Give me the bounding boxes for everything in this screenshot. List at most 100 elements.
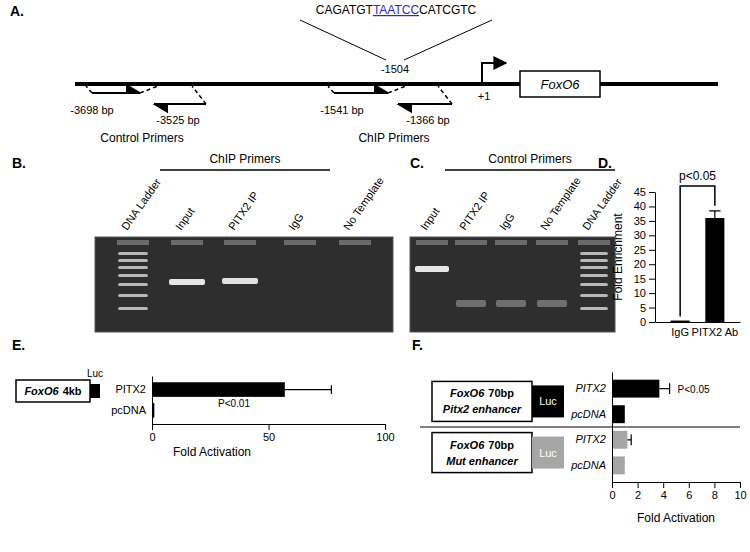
gel-band	[118, 294, 148, 297]
lane-label: IgG	[286, 211, 306, 232]
enhancer-box	[432, 381, 532, 421]
category-axis: PITX2pcDNA	[111, 377, 152, 425]
axis-line	[613, 482, 741, 483]
promoter-diagram: CAGATGTTAATCCCATCGTC-1504+1FoxO6-3698 bp…	[70, 3, 718, 145]
tick: 0	[640, 316, 655, 328]
tick-label: 10	[634, 287, 646, 299]
gel-title-rule	[160, 169, 330, 171]
panel-label: F.	[412, 337, 423, 353]
tick-mark	[649, 264, 655, 265]
construct-label: FoxO670bp	[450, 387, 514, 399]
gel-band	[580, 294, 608, 297]
tick-mark	[649, 235, 655, 236]
enhancer-box	[432, 433, 532, 473]
tick-label: 100	[376, 431, 394, 443]
lane-label: No Template	[538, 175, 583, 232]
gene-name: FoxO6	[450, 439, 485, 451]
value-axis: 0246810	[609, 482, 746, 501]
construct-label: FoxO670bp	[450, 439, 514, 451]
gel-band	[580, 252, 608, 255]
tick-label: 45	[634, 186, 646, 198]
sequence-part: CAGATGT	[316, 3, 374, 17]
lane-label: DNA Ladder	[119, 176, 163, 232]
gene-name: FoxO6	[450, 387, 485, 399]
value-axis: 0 50 100	[149, 424, 394, 443]
lane-label: No Template	[341, 175, 386, 232]
gel-well	[455, 240, 487, 245]
tick: 15	[634, 273, 655, 285]
lane-label: Input	[418, 205, 442, 232]
tick-label: 6	[686, 489, 692, 501]
gel-panel: ChIP PrimersDNA LadderInputPITX2 IPIgGNo…	[95, 152, 393, 332]
reverse-primer	[398, 103, 452, 105]
axis-title: Fold Activation	[173, 445, 251, 459]
tick: pcDNA	[570, 408, 606, 420]
panel-label: B.	[12, 155, 26, 171]
tick-mark	[649, 293, 655, 294]
lane-label: IgG	[497, 211, 517, 232]
tick-mark	[649, 221, 655, 222]
gel-well	[339, 240, 371, 245]
tick-mark	[649, 206, 655, 207]
tick-label: 10	[734, 489, 746, 501]
tick: 10	[634, 287, 655, 299]
value-axis: 051015202530354045	[634, 186, 656, 328]
tick-label: 0	[149, 431, 155, 443]
gel-well	[416, 240, 448, 245]
tick-label: 0	[609, 489, 615, 501]
gel-band	[456, 300, 486, 307]
tick: 30	[634, 229, 655, 241]
tss-label: +1	[478, 90, 491, 102]
primer-position: -1366 bp	[406, 114, 449, 126]
primer-guide	[140, 86, 158, 93]
axis-title: Fold Enrichment	[611, 213, 625, 301]
gel-band	[580, 266, 608, 269]
gel-band	[537, 300, 567, 307]
tick-label: PITX2	[575, 433, 606, 445]
bar	[152, 382, 285, 397]
annotation: p<0.05	[679, 169, 716, 183]
gel-band	[580, 283, 608, 286]
panel-labels: A.B.C.D.E.F.	[10, 3, 612, 353]
primer-set-label: Control Primers	[100, 131, 183, 145]
lane-label: Input	[173, 205, 197, 232]
gel-band	[118, 259, 148, 262]
site-callout-line	[300, 20, 386, 60]
primer-guide	[388, 86, 406, 93]
gel-band	[118, 266, 148, 269]
plot-area	[152, 382, 331, 417]
annotation: P<0.05	[678, 384, 710, 395]
tick: 0	[149, 424, 155, 443]
tick: IgG	[671, 326, 689, 338]
tick-mark	[649, 192, 655, 193]
gel-well	[495, 240, 527, 245]
gel-band	[118, 252, 148, 255]
tick-label: 30	[634, 229, 646, 241]
gel-band	[580, 307, 608, 310]
tick-label: 0	[640, 316, 646, 328]
tick: 0	[609, 482, 615, 501]
bar	[612, 405, 625, 423]
annotation: P<0.01	[218, 398, 250, 409]
gel-band	[118, 283, 148, 286]
gel-well	[117, 240, 149, 245]
gel-band	[496, 300, 526, 307]
tick: 8	[712, 482, 718, 501]
tick: 100	[376, 424, 394, 443]
tick: 40	[634, 200, 655, 212]
gel-well	[171, 240, 203, 245]
luciferase-box	[532, 385, 564, 417]
tick-mark	[269, 424, 270, 430]
tick-label: 50	[263, 431, 275, 443]
tick: PITX2	[575, 382, 606, 394]
panel-label: A.	[10, 3, 24, 19]
tick: pcDNA	[111, 404, 147, 416]
gel-band	[580, 274, 608, 277]
tick-mark	[638, 482, 639, 488]
figure: A.B.C.D.E.F.CAGATGTTAATCCCATCGTC-1504+1F…	[0, 0, 750, 552]
tick-label: 4	[661, 489, 667, 501]
gel-well	[224, 240, 256, 245]
gel-well	[578, 240, 610, 245]
gel-title: ChIP Primers	[209, 152, 280, 166]
tick: 10	[734, 482, 746, 501]
